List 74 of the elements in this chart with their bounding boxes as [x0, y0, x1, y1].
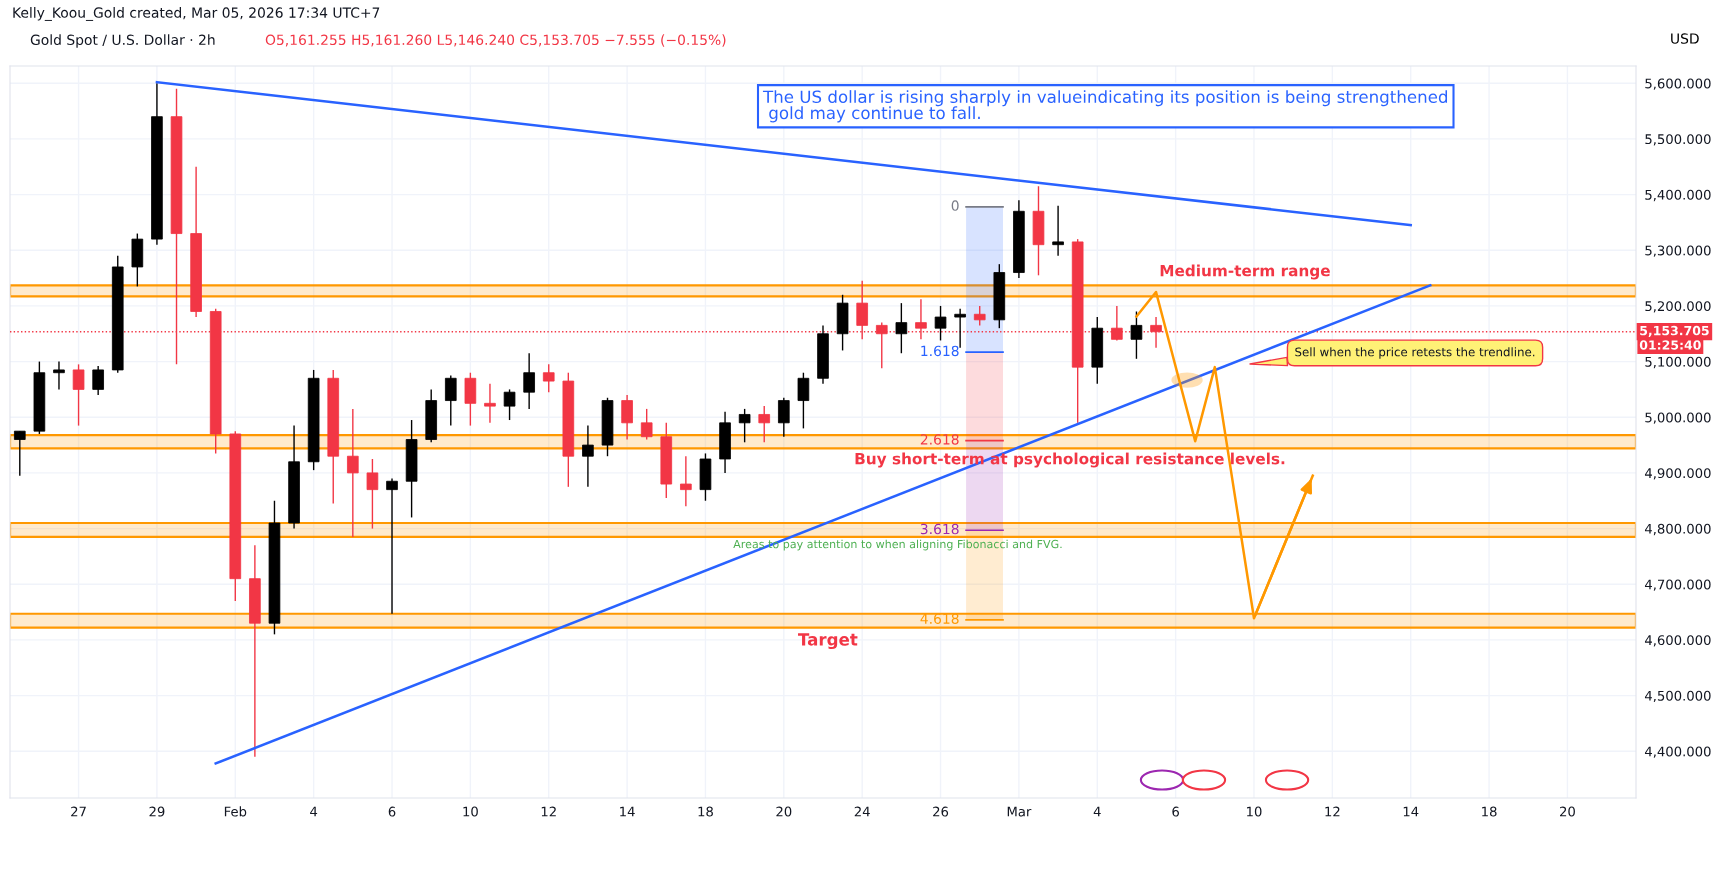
y-tick-label: 4,900.000: [1644, 468, 1711, 480]
candlestick: [621, 394, 633, 441]
annotation: 4.618: [920, 613, 959, 624]
candlestick: [680, 455, 692, 508]
chart-title: Gold Spot / U.S. Dollar · 2h: [30, 34, 215, 48]
x-tick-label: 14: [620, 806, 635, 817]
text: Kelly_Koou_Gold created, Mar 05, 2026 17:34 UTC+7: [13, 7, 380, 21]
x-tick-label: 14: [1403, 806, 1419, 817]
candlestick: [797, 372, 810, 430]
candlestick: [13, 430, 26, 477]
y-tick-label: 4,700.000: [1644, 579, 1711, 591]
candlestick: [444, 374, 457, 427]
x-tick-label: 4: [310, 806, 318, 817]
x-tick-label: 6: [388, 806, 396, 817]
candlestick: [72, 363, 85, 427]
candlestick: [895, 302, 908, 354]
candlestick: [934, 305, 947, 342]
candlestick: [582, 424, 594, 488]
ref-line-label: 5,153.705: [1640, 325, 1709, 337]
annotation: Medium-term range: [1160, 264, 1330, 280]
annotation: The US dollar is rising sharply in valueindicating its position is being strengthened gold may continue to fall.: [762, 90, 1448, 123]
candlestick: [973, 305, 986, 327]
y-tick-label: 4,400.000: [1644, 746, 1711, 758]
x-tick-label: 10: [463, 806, 478, 817]
y-tick-label: 5,000.000: [1645, 412, 1711, 424]
x-tick-label: 27: [71, 806, 86, 817]
candlestick: [53, 360, 65, 391]
y-axis-title: USD: [1671, 33, 1699, 44]
candlestick: [503, 388, 516, 421]
candlestick: [1130, 310, 1143, 360]
x-tick-label: 20: [776, 806, 792, 817]
candlestick: [484, 383, 496, 424]
candlestick: [542, 363, 555, 393]
y-tick-label: 4,600.000: [1644, 635, 1711, 647]
candlestick: [640, 408, 653, 441]
candlestick: [386, 477, 398, 615]
candlestick: [1052, 205, 1064, 257]
x-tick-label: 12: [541, 806, 556, 817]
y-tick-label: 5,600.000: [1645, 78, 1711, 90]
y-tick-label: 5,300.000: [1645, 245, 1711, 257]
annotation: Target: [798, 633, 858, 650]
candlestick: [758, 405, 771, 443]
annotation: 3.618: [920, 523, 959, 535]
candlestick: [347, 408, 359, 538]
annotation: 0: [951, 200, 959, 211]
x-tick-label: 18: [1482, 806, 1497, 817]
x-tick-label: 18: [698, 806, 713, 817]
x-tick-label: Feb: [224, 806, 247, 817]
x-tick-label: 29: [149, 806, 165, 817]
x-tick-label: 10: [1247, 806, 1262, 817]
annotation: Buy short-term at psychological resistance levels.: [855, 452, 1285, 468]
annotation: 2.618: [920, 434, 959, 445]
y-tick-label: 5,500.000: [1645, 134, 1711, 146]
x-tick-label: 6: [1172, 806, 1179, 817]
x-tick-label: 4: [1093, 806, 1101, 817]
y-tick-label: 4,800.000: [1644, 523, 1711, 536]
candlestick: [738, 408, 751, 443]
candlestick: [523, 352, 535, 410]
candlestick: [92, 365, 104, 396]
text: 01:25:40: [1639, 340, 1701, 350]
candlestick: [366, 458, 379, 530]
chart-subtitle: O5,161.255 H5,161.260 L5,146.240 C5,153.705 −7.555 (−0.15%): [265, 34, 726, 47]
y-tick-label: 4,500.000: [1644, 690, 1711, 703]
x-tick-label: 20: [1560, 806, 1575, 817]
x-tick-label: 26: [933, 806, 949, 817]
x-tick-label: 12: [1325, 806, 1340, 817]
y-tick-label: 5,200.000: [1645, 301, 1711, 313]
candlestick: [778, 397, 790, 438]
annotation: Sell when the price retests the trendline.: [1295, 347, 1535, 359]
x-tick-label: Mar: [1007, 806, 1032, 817]
y-tick-label: 5,100.000: [1645, 356, 1711, 369]
y-tick-label: 5,400.000: [1645, 189, 1711, 202]
x-tick-label: 24: [854, 806, 870, 817]
annotation: 1.618: [921, 345, 959, 357]
